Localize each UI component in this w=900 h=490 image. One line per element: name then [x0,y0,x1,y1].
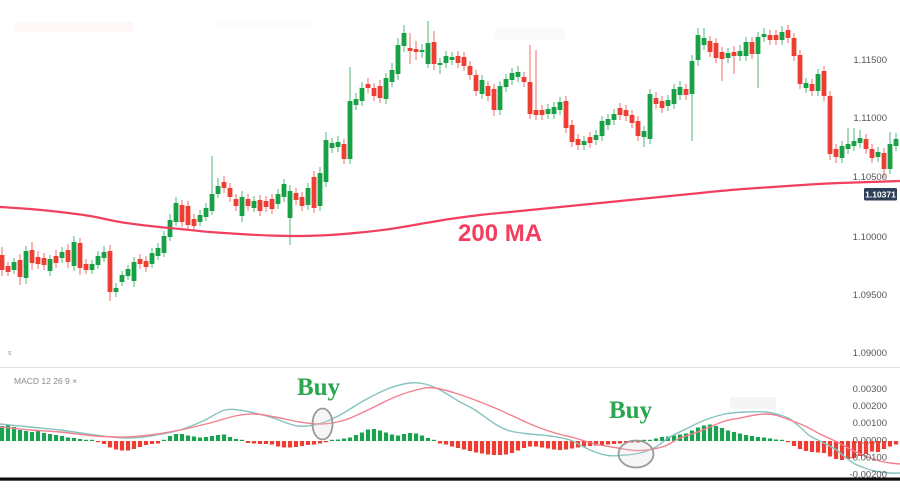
svg-text:0.00000: 0.00000 [853,436,887,447]
svg-text:200 MA: 200 MA [458,220,542,247]
svg-text:0.00300: 0.00300 [853,384,887,395]
svg-text:0.00200: 0.00200 [853,401,887,412]
svg-text:1.10500: 1.10500 [853,172,887,183]
svg-text:Buy: Buy [297,374,341,401]
svg-text:1.10371: 1.10371 [865,190,896,200]
svg-text:s: s [8,350,12,357]
svg-text:1.09000: 1.09000 [853,348,887,359]
svg-text:1.11500: 1.11500 [853,55,887,66]
svg-text:1.11000: 1.11000 [853,113,887,124]
svg-text:-0.00100: -0.00100 [849,453,887,464]
svg-text:0.00100: 0.00100 [853,418,887,429]
svg-text:1.10000: 1.10000 [853,232,887,243]
svg-text:-0.00200: -0.00200 [849,470,887,481]
svg-text:Buy: Buy [609,397,653,424]
svg-text:MACD 12 26 9 ×: MACD 12 26 9 × [14,376,77,386]
svg-text:1.09500: 1.09500 [853,290,887,301]
